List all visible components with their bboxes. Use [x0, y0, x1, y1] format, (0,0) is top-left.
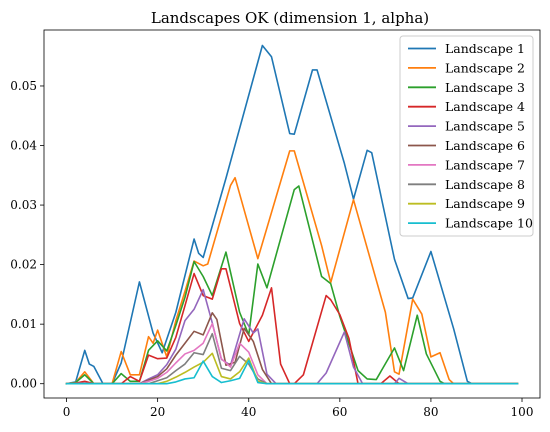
x-tick-label: 100 — [511, 405, 534, 419]
y-tick-label: 0.04 — [10, 139, 37, 153]
legend-label-5: Landscape 5 — [445, 119, 525, 134]
series-line-4 — [65, 267, 519, 385]
series-line-8 — [65, 332, 519, 385]
y-tick-label: 0.05 — [10, 79, 37, 93]
chart-title: Landscapes OK (dimension 1, alpha) — [151, 9, 429, 27]
series-line-2 — [65, 150, 519, 385]
x-tick-label: 40 — [241, 405, 256, 419]
legend-label-10: Landscape 10 — [445, 216, 533, 231]
legend-label-8: Landscape 8 — [445, 177, 525, 192]
series-line-7 — [65, 322, 519, 385]
series-line-10 — [65, 359, 519, 385]
x-tick-label: 20 — [150, 405, 165, 419]
series-line-5 — [65, 288, 519, 385]
y-tick-label: 0.01 — [10, 317, 37, 331]
x-axis: 0 20 40 60 80 100 — [63, 398, 534, 419]
x-tick-label: 60 — [332, 405, 347, 419]
x-tick-label: 80 — [423, 405, 438, 419]
legend-label-7: Landscape 7 — [445, 157, 525, 172]
legend-label-1: Landscape 1 — [445, 41, 525, 56]
series-line-6 — [65, 312, 519, 385]
plot-frame — [43, 29, 541, 399]
legend-label-4: Landscape 4 — [445, 99, 525, 114]
legend-label-6: Landscape 6 — [445, 138, 525, 153]
x-tick-label: 0 — [63, 405, 71, 419]
y-tick-label: 0.00 — [10, 377, 37, 391]
y-axis: 0.00 0.01 0.02 0.03 0.04 0.05 — [10, 79, 44, 391]
legend-label-3: Landscape 3 — [445, 80, 525, 95]
legend-label-2: Landscape 2 — [445, 60, 525, 75]
y-tick-label: 0.03 — [10, 198, 37, 212]
series-layer — [65, 44, 519, 385]
legend-label-9: Landscape 9 — [445, 196, 525, 211]
legend: Landscape 1 Landscape 2 Landscape 3 Landsca… — [399, 35, 534, 237]
y-tick-label: 0.02 — [10, 258, 37, 272]
series-line-3 — [65, 185, 519, 385]
legend-box — [399, 35, 534, 237]
